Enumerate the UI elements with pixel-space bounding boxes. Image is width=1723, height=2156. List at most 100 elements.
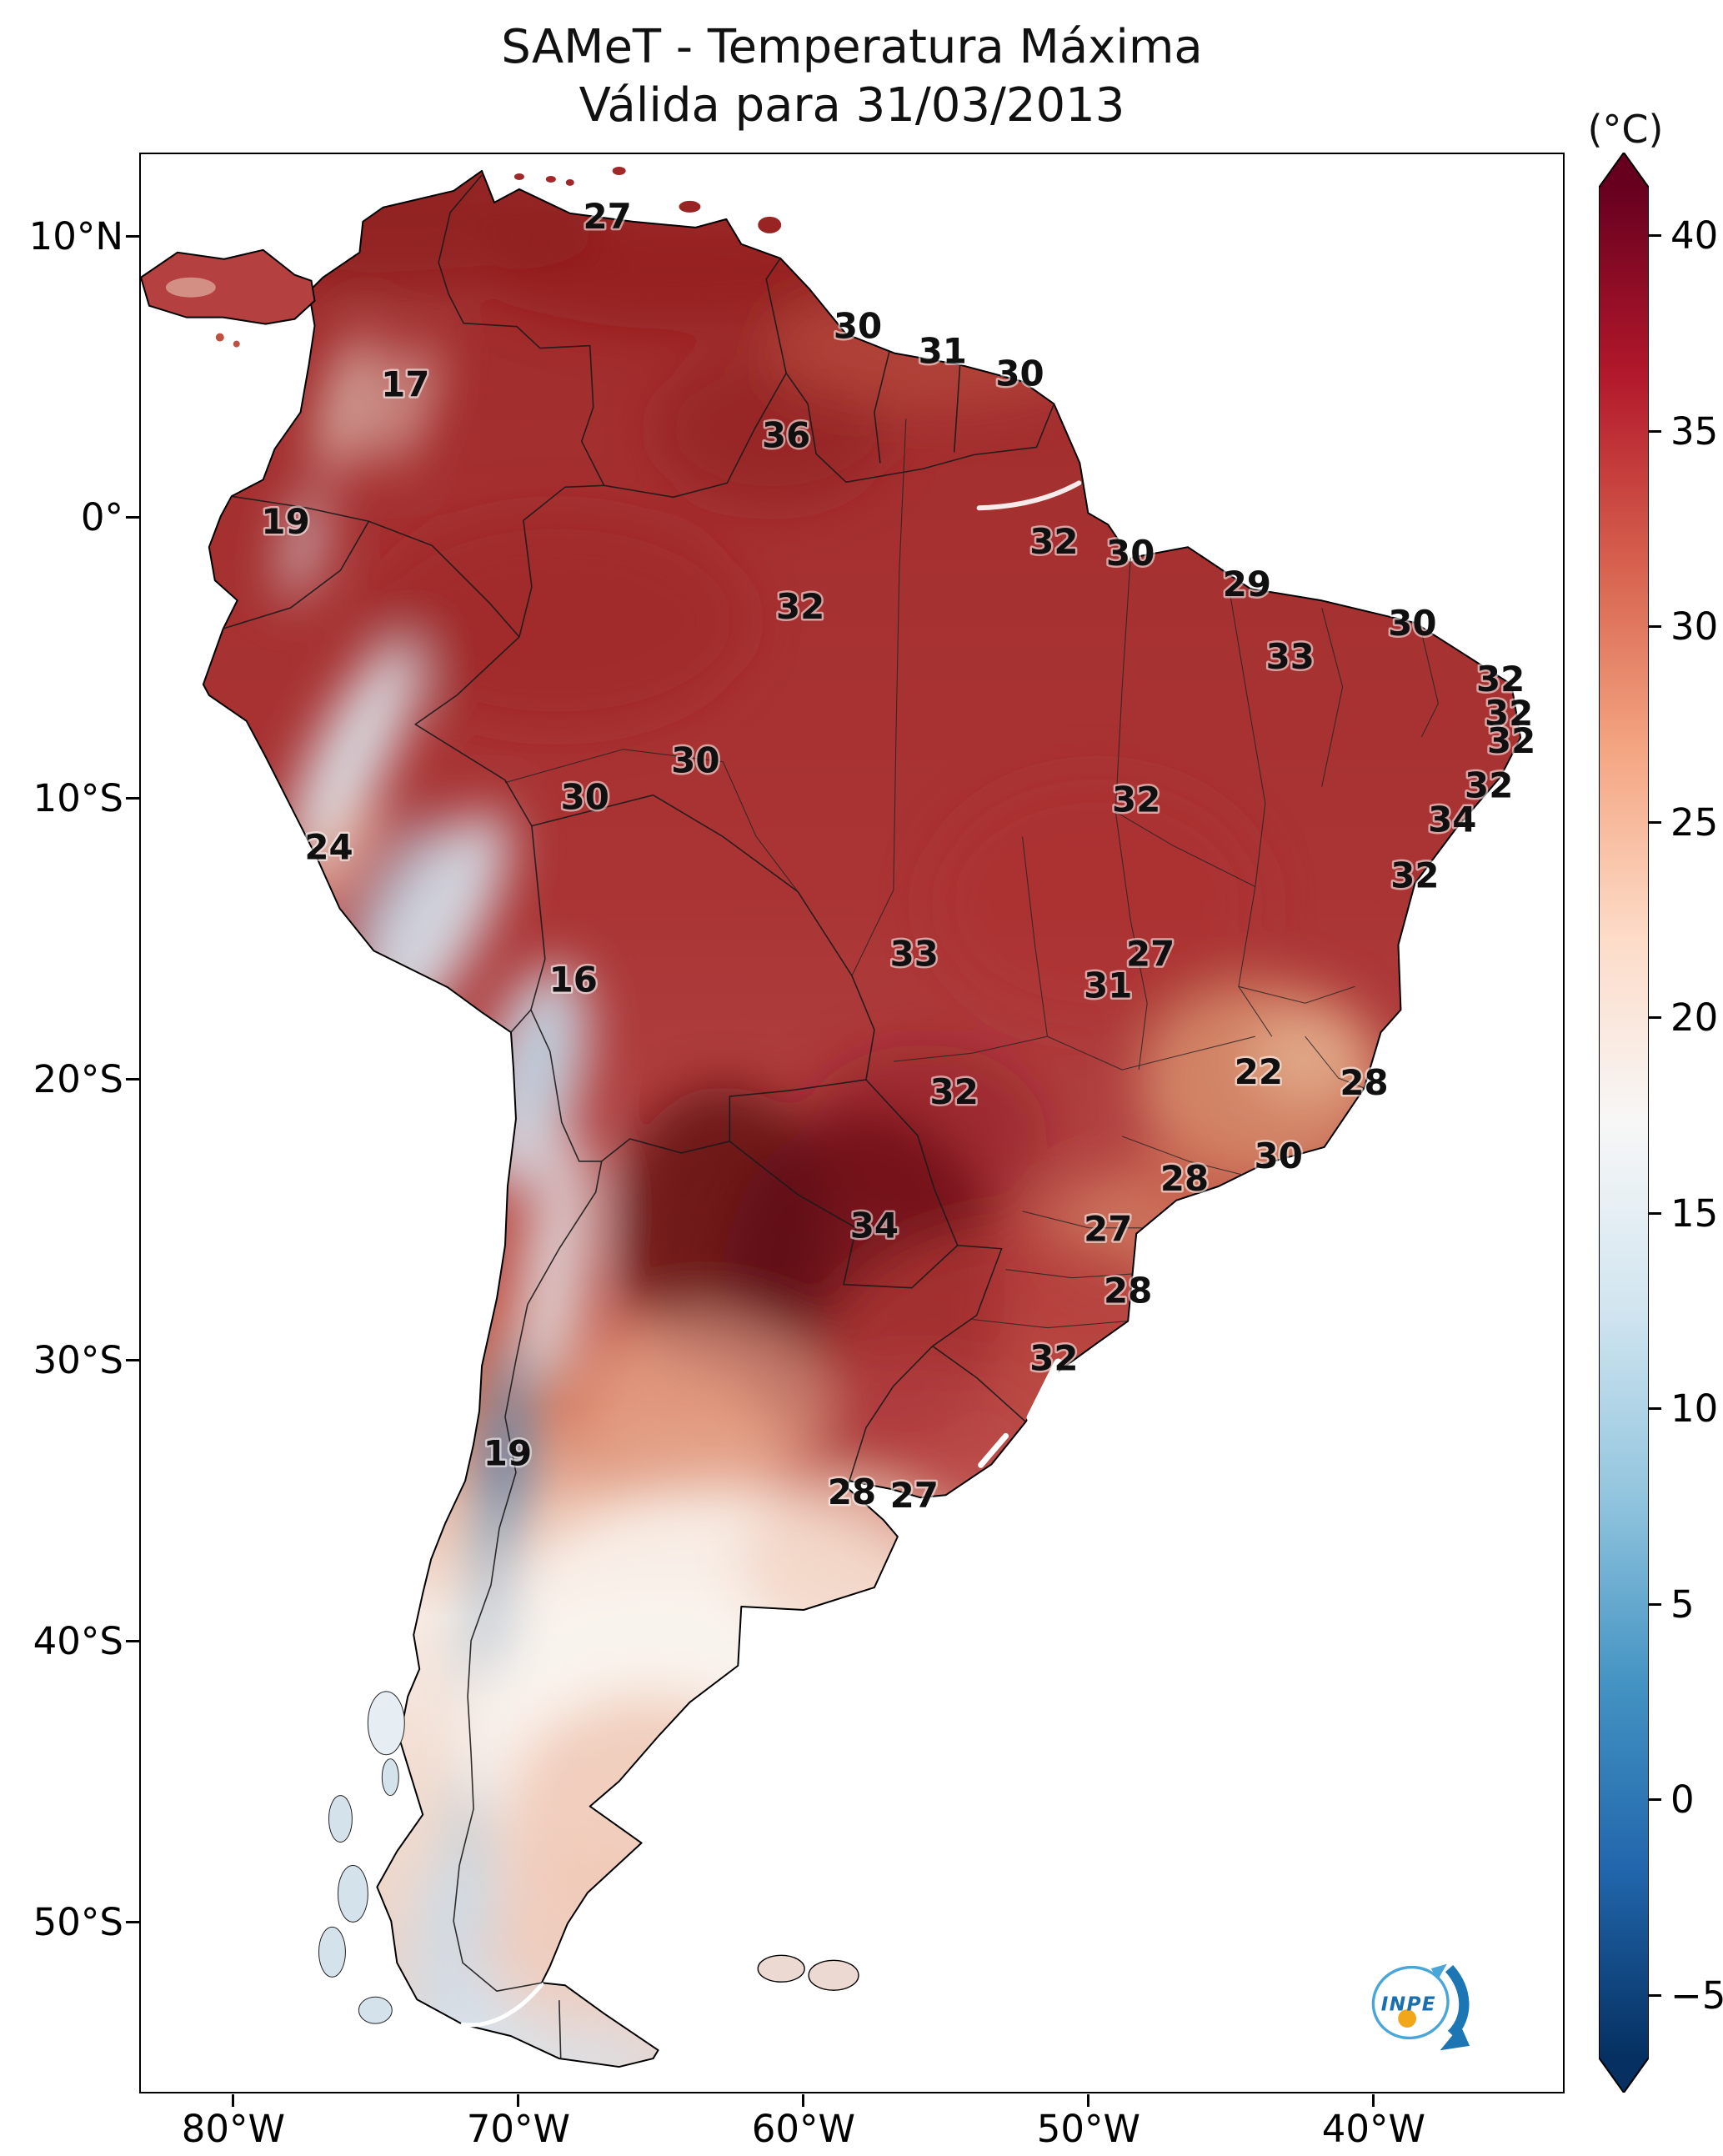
- y-axis-tick-label: 30°S: [33, 1338, 123, 1383]
- station-temp-label: 34: [1428, 800, 1476, 840]
- colorbar-tick-label: 5: [1670, 1582, 1695, 1627]
- station-temp-label: 32: [1029, 1337, 1078, 1378]
- y-axis-tick-mark: [126, 1078, 139, 1081]
- colorbar-tick-label: 40: [1670, 213, 1719, 258]
- station-temp-label: 27: [1084, 1209, 1132, 1250]
- x-axis-tick-mark: [801, 2094, 804, 2107]
- station-temp-label: 32: [1485, 693, 1533, 734]
- x-axis-tick-mark: [516, 2094, 519, 2107]
- station-temp-label: 22: [1235, 1051, 1283, 1092]
- station-temp-label: 34: [850, 1206, 899, 1246]
- inpe-logo-text: INPE: [1381, 1993, 1436, 2016]
- colorbar-tick-mark: [1649, 1602, 1661, 1606]
- station-temp-label: 28: [1160, 1158, 1209, 1199]
- inpe-logo-graphic: INPE: [1371, 1963, 1470, 2051]
- colorbar-tick-label: 10: [1670, 1386, 1719, 1431]
- y-axis-tick-label: 10°S: [33, 776, 123, 821]
- y-axis-tick-label: 10°N: [28, 214, 123, 259]
- y-axis-tick-label: 0°: [80, 495, 123, 540]
- station-temp-label: 30: [1388, 603, 1436, 644]
- colorbar-tick-mark: [1649, 1798, 1661, 1801]
- station-temp-label: 30: [834, 306, 882, 347]
- y-axis-tick-label: 50°S: [33, 1900, 123, 1945]
- colorbar-tick-mark: [1649, 429, 1661, 433]
- station-temp-label: 32: [1487, 720, 1535, 761]
- inpe-orbit-arrowhead-icon: [1430, 1963, 1447, 1980]
- station-temp-label: 27: [890, 1475, 939, 1516]
- y-axis-tick-mark: [126, 516, 139, 519]
- x-axis-tick-mark: [231, 2094, 234, 2107]
- figure-title: SAMeT - Temperatura Máxima Válida para 3…: [139, 18, 1565, 135]
- colorbar-tick-label: 35: [1670, 409, 1719, 454]
- y-axis-tick-label: 20°S: [33, 1057, 123, 1102]
- colorbar-tick-mark: [1649, 1993, 1661, 1997]
- station-temp-label: 31: [1084, 965, 1132, 1005]
- station-temp-label: 16: [549, 959, 598, 1000]
- colorbar-tick-mark: [1649, 820, 1661, 824]
- station-temp-label: 27: [584, 196, 632, 237]
- station-temp-label: 33: [1266, 636, 1315, 677]
- station-temp-label: 29: [1223, 564, 1271, 604]
- station-temp-label: 28: [828, 1472, 876, 1512]
- station-temp-label: 32: [1465, 765, 1513, 806]
- station-temp-label: 32: [1112, 780, 1160, 820]
- title-line1: SAMeT - Temperatura Máxima: [501, 20, 1203, 74]
- y-axis-tick-mark: [126, 1640, 139, 1643]
- colorbar-unit-label: (°C): [1587, 107, 1664, 152]
- station-temp-label: 19: [261, 501, 309, 542]
- station-temp-label: 30: [995, 353, 1044, 394]
- inpe-arrowhead-icon: [1440, 2025, 1470, 2051]
- station-temp-label: 28: [1104, 1271, 1152, 1311]
- y-axis-tick-mark: [126, 235, 139, 238]
- station-temp-label: 31: [919, 331, 967, 372]
- station-temp-label: 19: [483, 1432, 532, 1473]
- water-features: [460, 480, 1133, 2028]
- x-axis-tick-label: 50°W: [1036, 2107, 1140, 2151]
- inpe-orbit-icon: [1371, 1965, 1450, 2040]
- y-axis-tick-mark: [126, 1359, 139, 1362]
- panama-landmass: [141, 248, 316, 348]
- inpe-orange-ball-icon: [1398, 2009, 1416, 2028]
- map-plot-area: 27 30 31 30 17 36 19 32 30 29 32 30 33 32 32 32 30 32 30 32…: [139, 153, 1565, 2093]
- station-temp-label: 30: [1106, 533, 1155, 574]
- y-axis-tick-mark: [126, 1921, 139, 1924]
- colorbar-tick-mark: [1649, 1211, 1661, 1215]
- colorbar-tick-label: −5: [1670, 1973, 1723, 2018]
- colorbar-tick-label: 0: [1670, 1777, 1695, 1822]
- x-axis-tick-mark: [1371, 2094, 1375, 2107]
- colorbar-tick-mark: [1649, 1407, 1661, 1410]
- colorbar: [1599, 153, 1649, 2093]
- colorbar-tick-label: 15: [1670, 1191, 1719, 1236]
- station-temp-label: 30: [561, 777, 609, 818]
- station-temp-label: 32: [1029, 521, 1078, 562]
- x-axis-tick-label: 70°W: [466, 2107, 570, 2151]
- colorbar-tick-label: 20: [1670, 995, 1719, 1040]
- country-borders: [223, 174, 1055, 2063]
- station-temp-label: 27: [1126, 933, 1175, 974]
- station-temp-label: 30: [671, 740, 719, 781]
- y-axis-tick-mark: [126, 797, 139, 800]
- x-axis-tick-mark: [1086, 2094, 1089, 2107]
- colorbar-gradient-bar: [1599, 153, 1649, 2093]
- x-axis-tick-label: 60°W: [751, 2107, 855, 2151]
- x-axis-tick-label: 80°W: [181, 2107, 285, 2151]
- station-temp-label: 32: [930, 1071, 979, 1112]
- colorbar-tick-mark: [1649, 625, 1661, 628]
- station-temp-label: 28: [1340, 1062, 1388, 1103]
- station-temp-label: 32: [1390, 855, 1439, 895]
- station-temp-label: 32: [1476, 659, 1525, 699]
- colorbar-tick-mark: [1649, 234, 1661, 237]
- station-temp-label: 24: [304, 827, 353, 868]
- station-temp-label: 36: [762, 414, 810, 455]
- station-temp-label: 30: [1255, 1136, 1303, 1176]
- colorbar-tick-label: 30: [1670, 604, 1719, 649]
- inpe-logo: INPE: [1354, 1944, 1479, 2061]
- x-axis-tick-label: 40°W: [1321, 2107, 1425, 2151]
- colorbar-tick-mark: [1649, 1016, 1661, 1019]
- station-temp-label: 33: [890, 933, 939, 974]
- inpe-arrow-icon: [1445, 1965, 1470, 2038]
- islands: [318, 166, 859, 2024]
